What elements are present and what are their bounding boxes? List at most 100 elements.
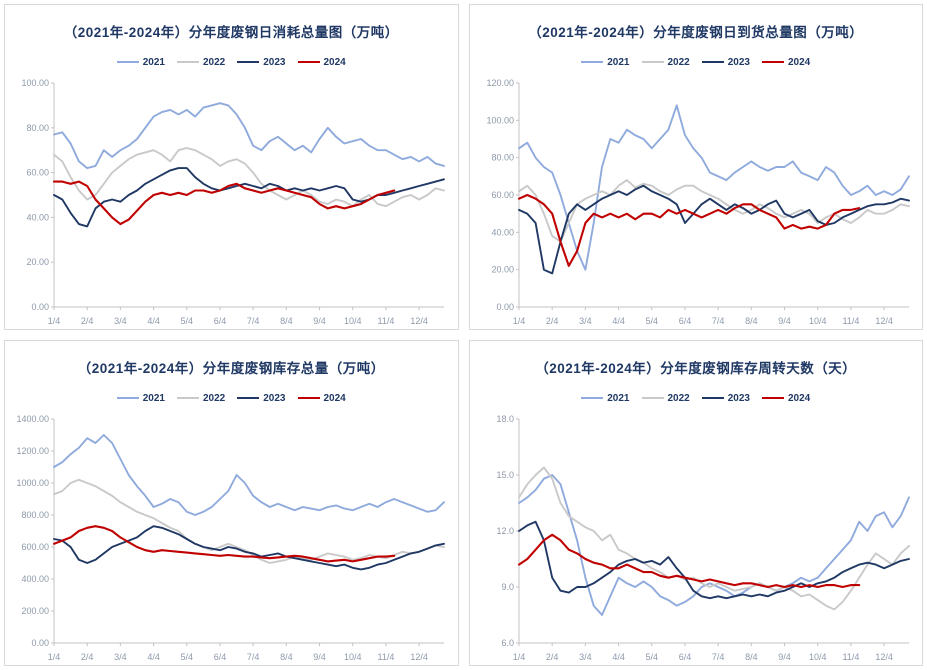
y-tick-label: 60.00 <box>491 190 514 200</box>
legend-swatch-2023 <box>701 396 724 400</box>
series-line-2022 <box>53 147 446 208</box>
legend-label-2021: 2021 <box>142 56 165 68</box>
x-tick-label: 6/4 <box>678 316 691 326</box>
x-tick-label: 8/4 <box>280 652 293 662</box>
y-tick-label: 60.00 <box>27 168 50 178</box>
chart-title-consumption: （2021年-2024年）分年度废钢日消耗总量图（万吨） <box>63 25 399 40</box>
legend-label-2024: 2024 <box>323 392 346 404</box>
x-tick-label: 5/4 <box>181 652 194 662</box>
x-tick-label: 3/4 <box>114 652 127 662</box>
x-tick-label: 8/4 <box>745 652 758 662</box>
series-line-2021 <box>517 104 910 271</box>
series-line-2023 <box>517 520 910 600</box>
y-tick-label: 0.00 <box>496 302 514 312</box>
x-tick-label: 1/4 <box>512 316 525 326</box>
x-tick-label: 8/4 <box>280 316 293 326</box>
y-tick-label: 1400.00 <box>17 414 50 424</box>
series-line-2024 <box>517 533 861 589</box>
legend-label-2022: 2022 <box>667 56 690 68</box>
legend-label-2022: 2022 <box>667 392 690 404</box>
legend-item-2021: 2021 <box>581 56 630 68</box>
legend-swatch-2023 <box>701 60 724 64</box>
x-tick-label: 1/4 <box>48 316 61 326</box>
chart-legend-consumption: 2021 2022 2023 2024 <box>5 55 458 69</box>
x-tick-label: 9/4 <box>778 652 791 662</box>
y-tick-label: 18.0 <box>496 414 514 424</box>
x-tick-label: 4/4 <box>612 652 625 662</box>
legend-swatch-2024 <box>762 396 784 400</box>
x-tick-label: 12/4 <box>875 316 893 326</box>
x-tick-label: 11/4 <box>378 652 395 662</box>
legend-item-2023: 2023 <box>237 393 286 404</box>
x-tick-label: 7/4 <box>712 316 725 326</box>
y-tick-label: 9.0 <box>501 582 514 592</box>
chart-legend-inventory: 2021 2022 2023 2024 <box>5 391 458 405</box>
y-tick-label: 120.00 <box>486 78 514 88</box>
x-tick-label: 12/4 <box>411 316 429 326</box>
legend-label-2021: 2021 <box>142 392 165 404</box>
legend-label-2021: 2021 <box>607 56 630 68</box>
y-tick-label: 1000.00 <box>17 478 50 488</box>
y-tick-label: 200.00 <box>22 606 50 616</box>
x-tick-label: 6/4 <box>678 652 691 662</box>
legend-swatch-2023 <box>237 60 260 64</box>
y-tick-label: 15.0 <box>496 470 514 480</box>
legend-label-2022: 2022 <box>203 56 226 68</box>
y-tick-label: 40.00 <box>27 212 50 222</box>
line-chart-turnover-days: 6.0 9.0 12.0 15.0 18.0 1/4 2/4 3/4 4/4 5/4 6/4 7/4 8… <box>496 414 910 662</box>
x-tick-label: 2/4 <box>546 652 559 662</box>
x-tick-label: 10/4 <box>344 652 362 662</box>
legend-label-2024: 2024 <box>323 56 346 68</box>
y-tick-label: 1200.00 <box>17 446 50 456</box>
y-tick-label: 400.00 <box>22 574 50 584</box>
chart-panel-consumption: （2021年-2024年）分年度废钢日消耗总量图（万吨） 2021 2022 202… <box>4 4 459 330</box>
legend-swatch-2021 <box>581 396 604 400</box>
legend-swatch-2023 <box>237 396 260 400</box>
legend-swatch-2024 <box>297 396 320 400</box>
legend-item-2021: 2021 <box>116 392 165 404</box>
x-tick-label: 3/4 <box>114 316 127 326</box>
legend-swatch-2024 <box>297 60 320 64</box>
x-tick-label: 8/4 <box>745 316 758 326</box>
x-tick-label: 9/4 <box>314 316 327 326</box>
y-tick-label: 20.00 <box>27 257 50 267</box>
legend-swatch-2021 <box>116 396 139 400</box>
x-tick-label: 6/4 <box>214 652 227 662</box>
series-line-2024 <box>53 525 396 563</box>
legend-item-2023: 2023 <box>237 57 286 68</box>
legend-label-2024: 2024 <box>788 56 811 68</box>
legend-swatch-2022 <box>177 60 199 64</box>
legend-item-2022: 2022 <box>177 393 225 404</box>
line-chart-arrival: 0.00 20.00 40.00 60.00 80.00 100.00 120.00 1/4 2… <box>486 78 910 326</box>
chart-legend-arrival: 2021 2022 2023 2024 <box>470 55 923 69</box>
series-line-2023 <box>53 525 446 571</box>
legend-swatch-2022 <box>641 60 664 64</box>
legend-label-2022: 2022 <box>203 392 226 404</box>
x-tick-label: 2/4 <box>546 316 559 326</box>
x-tick-label: 3/4 <box>579 316 592 326</box>
x-tick-label: 10/4 <box>809 316 827 326</box>
chart-panel-arrival: （2021年-2024年）分年度废钢日到货总量图（万吨） 2021 2022 202… <box>468 4 923 330</box>
legend-item-2021: 2021 <box>581 393 630 404</box>
y-tick-label: 40.00 <box>491 227 514 237</box>
series-line-2021 <box>53 434 446 516</box>
chart-title-inventory: （2021年-2024年）分年度废钢库存总量（万吨） <box>77 361 385 376</box>
x-tick-label: 11/4 <box>378 316 395 326</box>
x-tick-label: 5/4 <box>181 316 194 326</box>
x-tick-label: 1/4 <box>48 652 61 662</box>
x-tick-label: 1/4 <box>512 652 525 662</box>
series-line-2021 <box>517 474 910 616</box>
legend-item-2022: 2022 <box>177 57 225 68</box>
y-tick-label: 100.00 <box>22 78 50 88</box>
series-line-2022 <box>517 179 910 243</box>
legend-item-2022: 2022 <box>641 56 690 68</box>
series-line-2022 <box>517 466 910 611</box>
legend-swatch-2021 <box>581 60 604 64</box>
legend-item-2024: 2024 <box>297 392 346 404</box>
legend-swatch-2024 <box>762 60 784 64</box>
y-tick-label: 800.00 <box>22 510 50 520</box>
chart-title-arrival: （2021年-2024年）分年度废钢日到货总量图（万吨） <box>528 25 864 40</box>
y-tick-label: 6.0 <box>501 638 514 648</box>
series-line-2024 <box>53 180 396 226</box>
